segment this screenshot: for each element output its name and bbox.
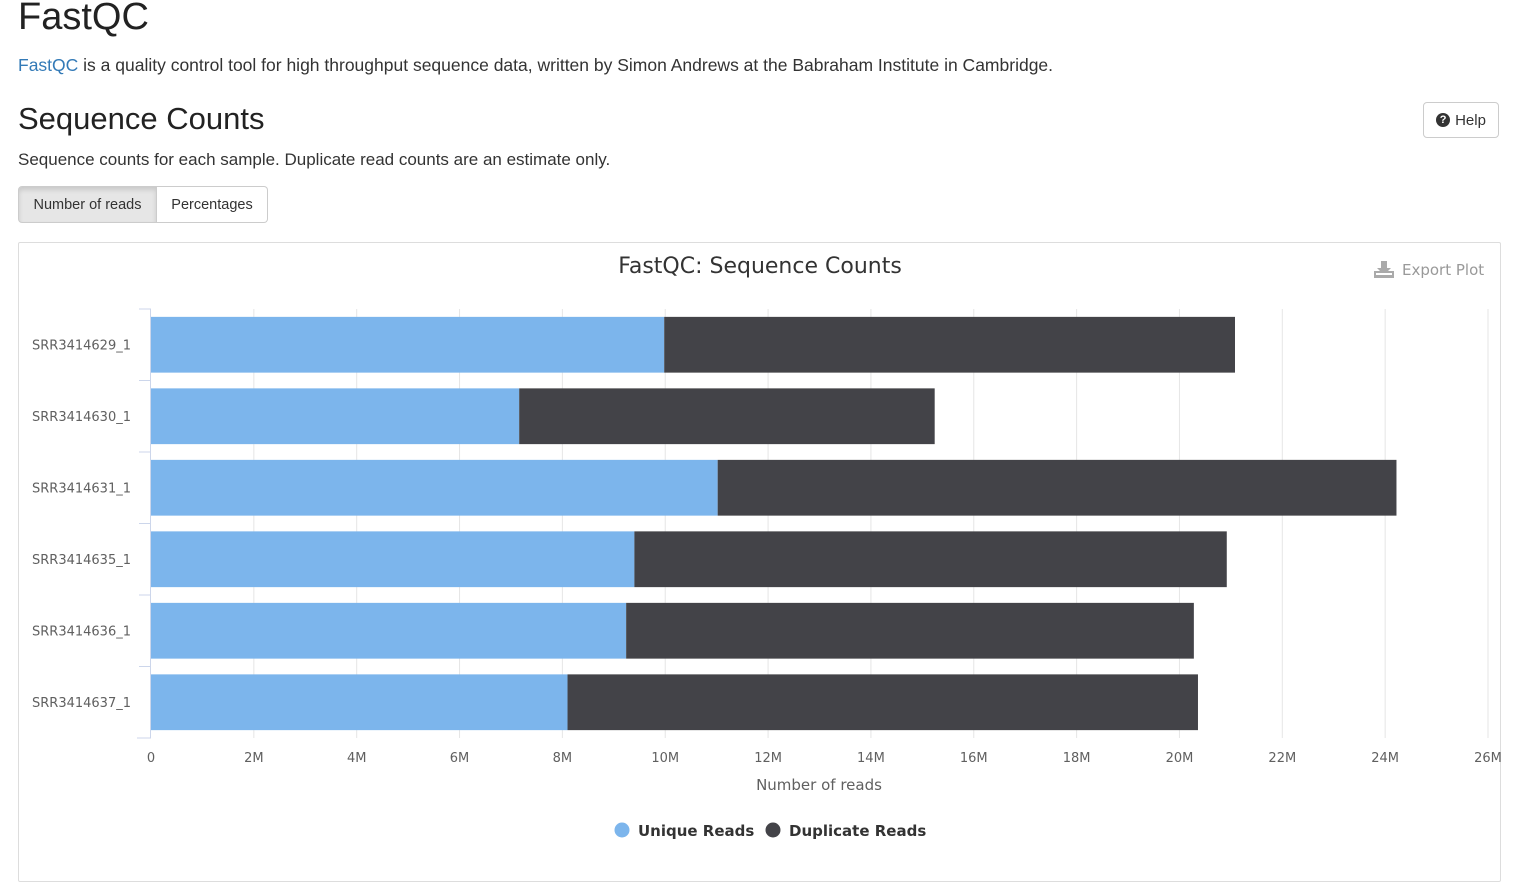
duplicate-reads-bar <box>567 674 1198 731</box>
section-title: Sequence Counts <box>18 101 265 136</box>
unique-reads-bar <box>151 316 665 373</box>
legend-unique-reads-marker <box>614 822 630 838</box>
x-tick-label: 16M <box>960 751 988 766</box>
download-icon <box>1374 261 1394 278</box>
question-circle-icon: ? <box>1436 113 1451 127</box>
export-plot-button[interactable]: Export Plot <box>1373 261 1484 279</box>
legend-duplicate-reads-marker <box>765 822 781 838</box>
help-button[interactable]: ? Help <box>1423 102 1499 138</box>
y-category-label: SRR3414629_1 <box>32 338 131 353</box>
number-of-reads-button[interactable]: Number of reads <box>18 186 157 223</box>
x-tick-label: 6M <box>450 751 470 766</box>
unique-reads-bar <box>151 388 520 445</box>
duplicate-reads-bar <box>717 459 1397 516</box>
duplicate-reads-bar <box>634 531 1227 588</box>
x-tick-label: 2M <box>244 751 264 766</box>
chart-bars <box>151 316 1397 731</box>
y-axis: SRR3414629_1 SRR3414630_1 SRR3414631_1 SRR3… <box>32 308 151 739</box>
duplicate-reads-bar <box>626 602 1194 659</box>
x-tick-label: 20M <box>1166 751 1194 766</box>
chart-grid <box>253 309 1489 738</box>
intro-text: FastQC is a quality control tool for hig… <box>18 55 1053 76</box>
y-category-label: SRR3414637_1 <box>32 696 131 711</box>
help-label: Help <box>1455 111 1486 129</box>
data-toggle-group: Number of reads Percentages <box>18 186 268 223</box>
x-tick-label: 8M <box>553 751 573 766</box>
x-axis-title: Number of reads <box>756 776 882 794</box>
x-tick-label: 4M <box>347 751 367 766</box>
unique-reads-bar <box>151 531 635 588</box>
chart-title: FastQC: Sequence Counts <box>618 254 902 279</box>
unique-reads-bar <box>151 674 568 731</box>
chart-legend[interactable]: Unique Reads Duplicate Reads <box>614 822 927 840</box>
fastqc-link[interactable]: FastQC <box>18 55 79 75</box>
x-tick-label: 12M <box>754 751 782 766</box>
section-description: Sequence counts for each sample. Duplica… <box>18 150 611 169</box>
legend-duplicate-reads-label: Duplicate Reads <box>789 822 926 840</box>
duplicate-reads-bar <box>519 388 935 445</box>
legend-unique-reads-label: Unique Reads <box>638 822 754 840</box>
duplicate-reads-bar <box>664 316 1235 373</box>
y-category-label: SRR3414630_1 <box>32 410 131 425</box>
y-category-label: SRR3414636_1 <box>32 624 131 639</box>
x-tick-label: 18M <box>1063 751 1091 766</box>
unique-reads-bar <box>151 602 627 659</box>
page-title: FastQC <box>18 0 149 38</box>
y-category-label: SRR3414631_1 <box>32 481 131 496</box>
x-tick-label: 22M <box>1268 751 1296 766</box>
x-tick-label: 10M <box>651 751 679 766</box>
x-tick-label: 24M <box>1371 751 1399 766</box>
y-category-label: SRR3414635_1 <box>32 553 131 568</box>
sequence-counts-chart: FastQC: Sequence Counts SRR3414629_1SRR3… <box>32 254 1502 840</box>
x-axis: 0 2M 4M 6M 8M 10M 12M 14M 16M 18M 20M 22M 24M 26M <box>137 737 1502 766</box>
unique-reads-bar <box>151 459 718 516</box>
percentages-button[interactable]: Percentages <box>157 186 268 223</box>
x-tick-label: 14M <box>857 751 885 766</box>
x-tick-label: 26M <box>1474 751 1502 766</box>
export-plot-label: Export Plot <box>1402 261 1485 279</box>
intro-description: is a quality control tool for high throu… <box>78 55 1054 75</box>
x-tick-label: 0 <box>147 751 155 766</box>
